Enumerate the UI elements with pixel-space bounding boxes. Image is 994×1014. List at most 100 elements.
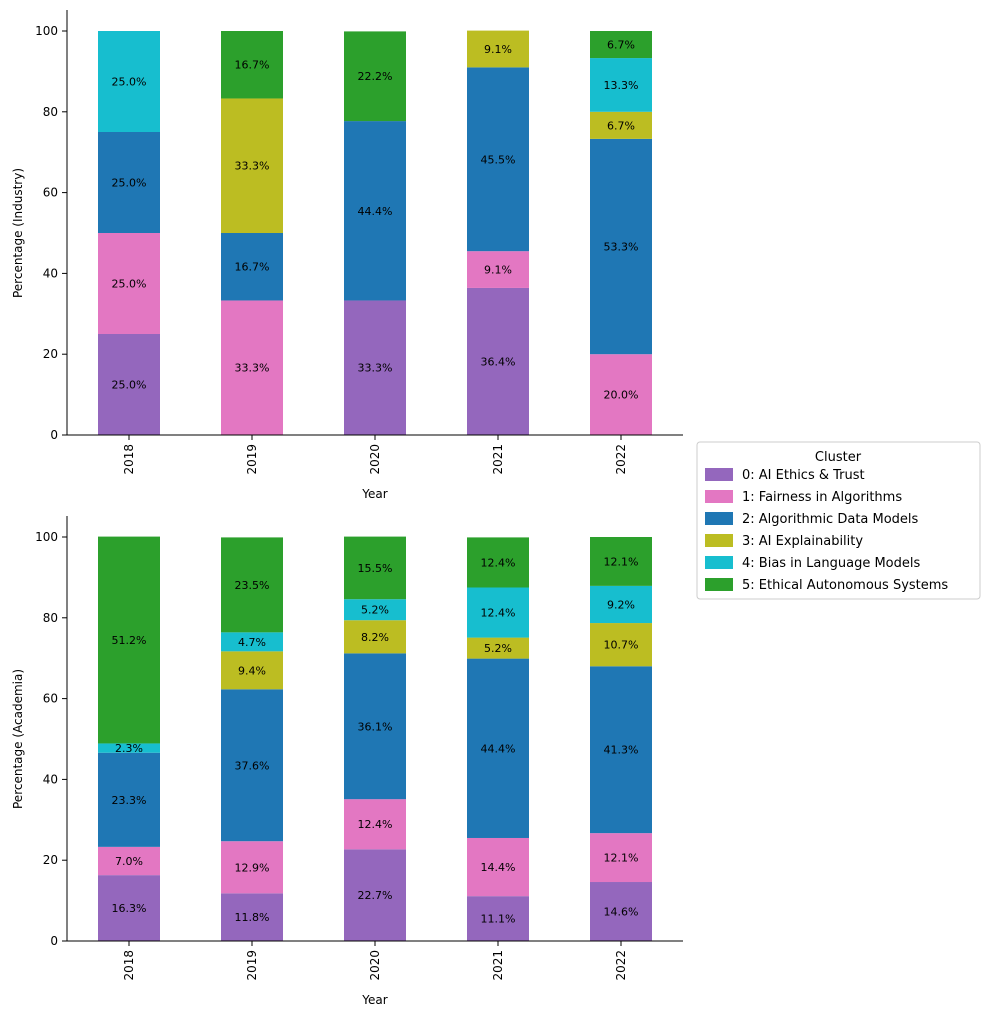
bar-value-label: 33.3% — [235, 362, 270, 375]
legend-swatch — [705, 556, 733, 569]
x-tick-label: 2021 — [491, 444, 505, 475]
bar-value-label: 23.5% — [235, 579, 270, 592]
y-tick-label: 0 — [50, 934, 58, 948]
bar-segment — [98, 743, 160, 753]
bar-value-label: 33.3% — [235, 160, 270, 173]
y-tick-label: 40 — [43, 772, 58, 786]
bar-value-label: 9.2% — [607, 598, 635, 611]
legend-entry-label: 4: Bias in Language Models — [742, 556, 920, 571]
bar-value-label: 25.0% — [112, 177, 147, 190]
bar-value-label: 36.1% — [358, 720, 393, 733]
bar-segment — [467, 637, 529, 659]
legend-entry-label: 3: AI Explainability — [742, 534, 863, 549]
y-axis-title: Percentage (Industry) — [11, 168, 25, 298]
legend: Cluster 0: AI Ethics & Trust 1: Fairness … — [696, 441, 981, 600]
bar-segment — [467, 537, 529, 588]
bar-value-label: 5.2% — [361, 604, 389, 617]
y-tick-label: 80 — [43, 611, 58, 625]
bar-segment — [590, 537, 652, 586]
bar-segment — [98, 752, 160, 847]
x-tick-label: 2021 — [491, 950, 505, 981]
bar-value-label: 12.9% — [235, 861, 270, 874]
bar-segment — [467, 837, 529, 897]
bar-value-label: 16.3% — [112, 902, 147, 915]
x-tick-label: 2022 — [614, 950, 628, 981]
x-tick-label: 2018 — [122, 444, 136, 475]
x-axis-title: Year — [361, 993, 387, 1007]
bar-segment — [98, 132, 160, 233]
bar-segment — [590, 111, 652, 139]
bar-segment — [221, 300, 283, 435]
bar-segment — [344, 300, 406, 435]
y-tick-label: 20 — [43, 853, 58, 867]
bar-segment — [344, 31, 406, 122]
bar-value-label: 14.4% — [481, 861, 516, 874]
bar-value-label: 45.5% — [481, 153, 516, 166]
x-tick-label: 2018 — [122, 950, 136, 981]
bar-segment — [221, 98, 283, 233]
bar-segment — [467, 287, 529, 435]
bar-value-label: 13.3% — [604, 79, 639, 92]
bar-value-label: 6.7% — [607, 39, 635, 52]
bar-value-label: 2.3% — [115, 742, 143, 755]
bar-segment — [344, 599, 406, 621]
bar-segment — [590, 354, 652, 435]
bar-segment — [221, 689, 283, 842]
bar-value-label: 11.1% — [481, 913, 516, 926]
x-tick-label: 2019 — [245, 444, 259, 475]
bar-value-label: 9.4% — [238, 664, 266, 677]
bar-value-label: 4.7% — [238, 636, 266, 649]
bar-value-label: 33.3% — [358, 362, 393, 375]
x-tick-label: 2020 — [368, 444, 382, 475]
legend-entries: 0: AI Ethics & Trust 1: Fairness in Algor… — [705, 468, 948, 593]
bar-segment — [221, 233, 283, 301]
y-tick-label: 100 — [35, 24, 58, 38]
x-axis-title: Year — [361, 487, 387, 501]
bar-value-label: 12.1% — [604, 555, 639, 568]
x-tick-label: 2020 — [368, 950, 382, 981]
bar-segment — [467, 30, 529, 68]
bar-value-label: 44.4% — [481, 742, 516, 755]
bar-value-label: 8.2% — [361, 631, 389, 644]
bar-value-label: 9.1% — [484, 264, 512, 277]
y-tick-label: 40 — [43, 266, 58, 280]
bar-value-label: 12.1% — [604, 852, 639, 865]
bar-value-label: 22.2% — [358, 70, 393, 83]
bar-segment — [590, 585, 652, 624]
bar-value-label: 5.2% — [484, 642, 512, 655]
bar-value-label: 25.0% — [112, 76, 147, 89]
bar-segment — [590, 623, 652, 667]
bar-value-label: 12.4% — [358, 818, 393, 831]
chart-panels: 25.0% 25.0% 25.0% 25.0% 33.3% 16.7% 33.3% 16.7%… — [11, 10, 683, 1007]
y-tick-label: 20 — [43, 347, 58, 361]
bar-value-label: 14.6% — [604, 906, 639, 919]
bar-segment — [344, 536, 406, 600]
y-axis-title: Percentage (Academia) — [11, 669, 25, 809]
bar-value-label: 44.4% — [358, 205, 393, 218]
bar-segment — [344, 849, 406, 941]
bar-segment — [467, 658, 529, 838]
bar-segment — [221, 841, 283, 894]
bar-value-label: 22.7% — [358, 889, 393, 902]
y-tick-label: 80 — [43, 105, 58, 119]
bar-segment — [590, 31, 652, 59]
legend-title: Cluster — [815, 450, 862, 465]
bar-value-label: 11.8% — [235, 911, 270, 924]
bar-value-label: 16.7% — [235, 261, 270, 274]
y-tick-label: 60 — [43, 692, 58, 706]
y-tick-label: 0 — [50, 428, 58, 442]
bar-value-label: 41.3% — [604, 744, 639, 757]
bar-value-label: 37.6% — [235, 759, 270, 772]
bar-segment — [98, 536, 160, 744]
bar-value-label: 10.7% — [604, 639, 639, 652]
bar-segment — [467, 587, 529, 638]
x-tick-label: 2022 — [614, 444, 628, 475]
y-tick-label: 100 — [35, 530, 58, 544]
legend-entry-label: 5: Ethical Autonomous Systems — [742, 578, 948, 593]
bar-value-label: 16.7% — [235, 59, 270, 72]
bar-segment — [467, 67, 529, 252]
y-tick-label: 60 — [43, 186, 58, 200]
bar-segment — [98, 875, 160, 941]
bar-segment — [98, 233, 160, 334]
